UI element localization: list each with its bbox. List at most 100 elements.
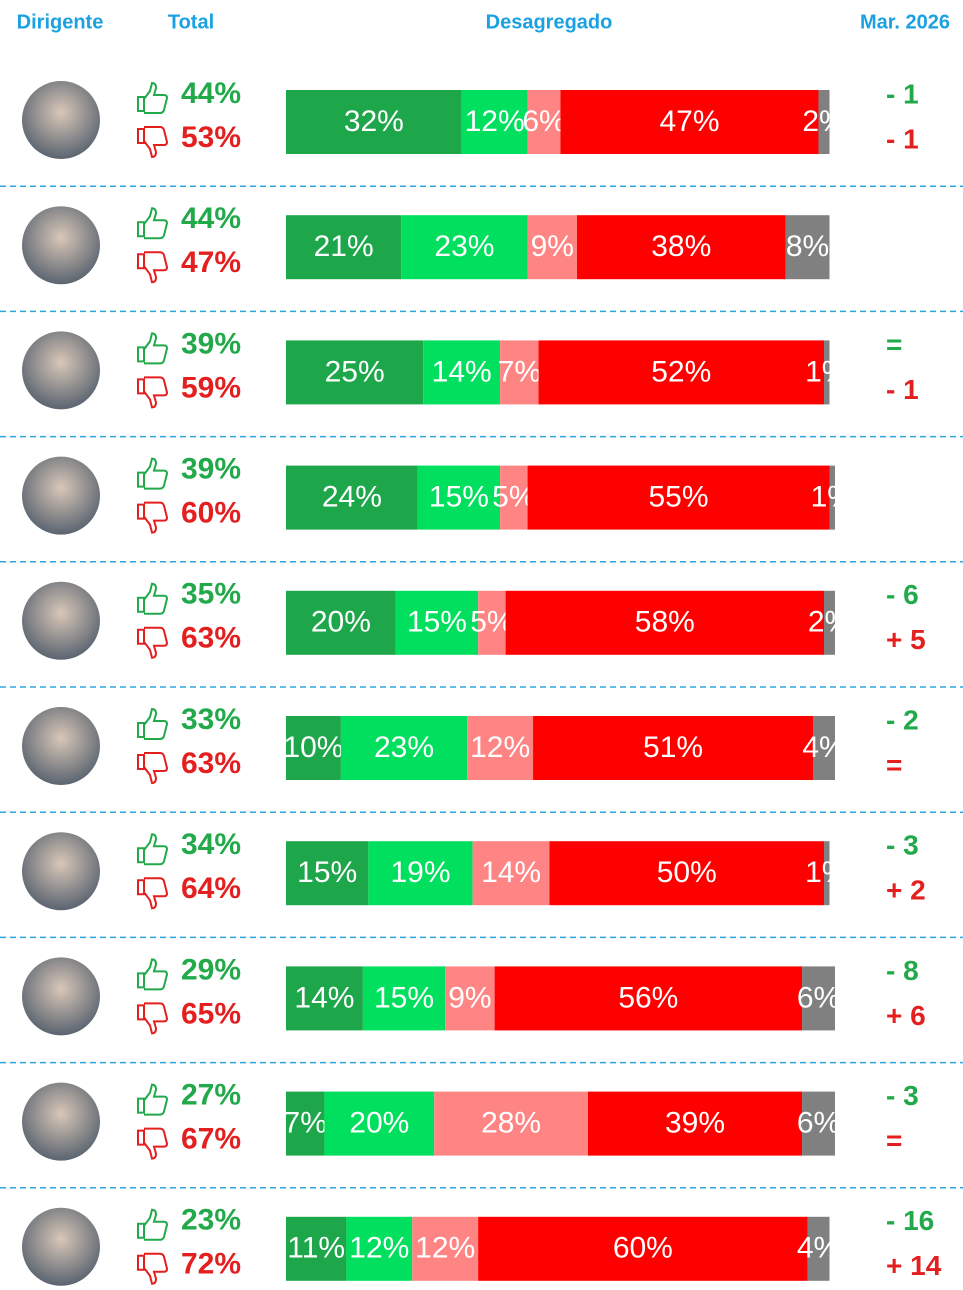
bar-segment [368,841,473,906]
segment-label: 12% [349,1232,409,1265]
bar-segment [286,215,402,280]
disapprove-total: 65% [181,997,241,1030]
thumb-down-icon [137,752,169,785]
segment-label: 55% [649,481,709,514]
approve-total: 29% [181,953,241,986]
change-disapprove: = [886,1125,902,1156]
thumb-up-icon [137,457,169,490]
portrait [22,707,100,785]
portrait [22,832,100,911]
segment-label: 39% [665,1107,725,1140]
segment-label: 7% [284,1107,327,1140]
segment-label: 4% [802,731,845,764]
segment-label: 14% [432,355,492,388]
segment-label: 1% [805,856,848,889]
bar-segment [549,841,825,906]
bar-segment [286,590,396,655]
segment-label: 11% [287,1232,345,1265]
segment-label: 12% [470,731,530,764]
change-disapprove: + 5 [886,624,926,655]
bar-segment [824,590,835,655]
bar-segment [494,966,803,1031]
bar-segment [362,966,446,1031]
bar-segment [576,215,786,280]
bar-segment [538,340,825,405]
bar-segment [478,1216,808,1281]
segment-label: 2% [802,105,845,138]
change-approve: - 3 [886,1080,919,1111]
disapprove-total: 53% [181,121,241,154]
segment-label: 38% [651,230,711,263]
header: Mar. 2026 [860,11,950,33]
thumb-down-icon [137,126,169,159]
thumb-up-icon [137,332,169,365]
segment-label: 1% [805,355,848,388]
approve-total: 35% [181,578,241,611]
approve-total: 44% [181,77,241,110]
disapprove-total: 59% [181,371,241,404]
portrait [22,331,100,410]
approve-total: 39% [181,327,241,360]
bar-segment [286,1216,347,1281]
bar-segment [785,215,830,280]
segment-label: 9% [531,230,574,263]
header: Desagregado [486,11,613,33]
thumb-up-icon [137,1208,169,1241]
disapprove-total: 63% [181,747,241,780]
disapprove-total: 60% [181,497,241,530]
segment-label: 21% [314,230,374,263]
bar-segment [587,1091,803,1156]
disapprove-total: 63% [181,622,241,655]
segment-label: 6% [797,1107,840,1140]
segment-label: 15% [429,481,489,514]
change-approve: - 2 [886,704,919,735]
thumb-up-icon [137,958,169,991]
bar-segment [286,90,462,154]
bar-segment [346,1216,413,1281]
bar-segment [472,841,550,906]
change-disapprove: + 6 [886,1000,926,1031]
bar-segment [802,966,835,1031]
portrait [22,1082,100,1161]
thumb-down-icon [137,1127,169,1160]
segment-label: 2% [808,606,851,639]
segment-label: 1% [811,481,854,514]
change-disapprove: - 1 [886,123,919,154]
approve-total: 39% [181,453,241,486]
thumb-down-icon [137,251,169,284]
segment-label: 23% [374,731,434,764]
segment-label: 12% [415,1232,475,1265]
segment-label: 60% [613,1232,673,1265]
segment-label: 19% [390,856,450,889]
thumb-down-icon [137,501,169,534]
segment-label: 7% [498,355,541,388]
portrait [22,1207,100,1286]
bar-segment [560,90,819,154]
thumb-up-icon [137,707,169,740]
bar-segment [286,1091,325,1156]
segment-label: 24% [322,481,382,514]
segment-label: 51% [643,731,703,764]
bar-segment [467,716,534,780]
segment-label: 6% [522,105,565,138]
bar-segment [818,90,830,154]
approve-total: 33% [181,703,241,736]
portrait [22,81,100,159]
disapprove-total: 64% [181,872,241,905]
thumb-down-icon [137,626,169,659]
change-approve: = [886,329,902,360]
segment-label: 20% [311,606,371,639]
bar-segment [527,465,830,530]
segment-label: 28% [481,1107,541,1140]
change-approve: - 1 [886,78,919,109]
bar-segment [500,465,528,530]
thumb-down-icon [137,376,169,409]
bar-segment [824,340,830,405]
change-disapprove: = [886,749,902,780]
header: Dirigente [17,11,104,33]
bar-segment [423,340,501,405]
bar-segment [412,1216,479,1281]
portrait [22,206,100,285]
bar-segment [824,841,830,906]
